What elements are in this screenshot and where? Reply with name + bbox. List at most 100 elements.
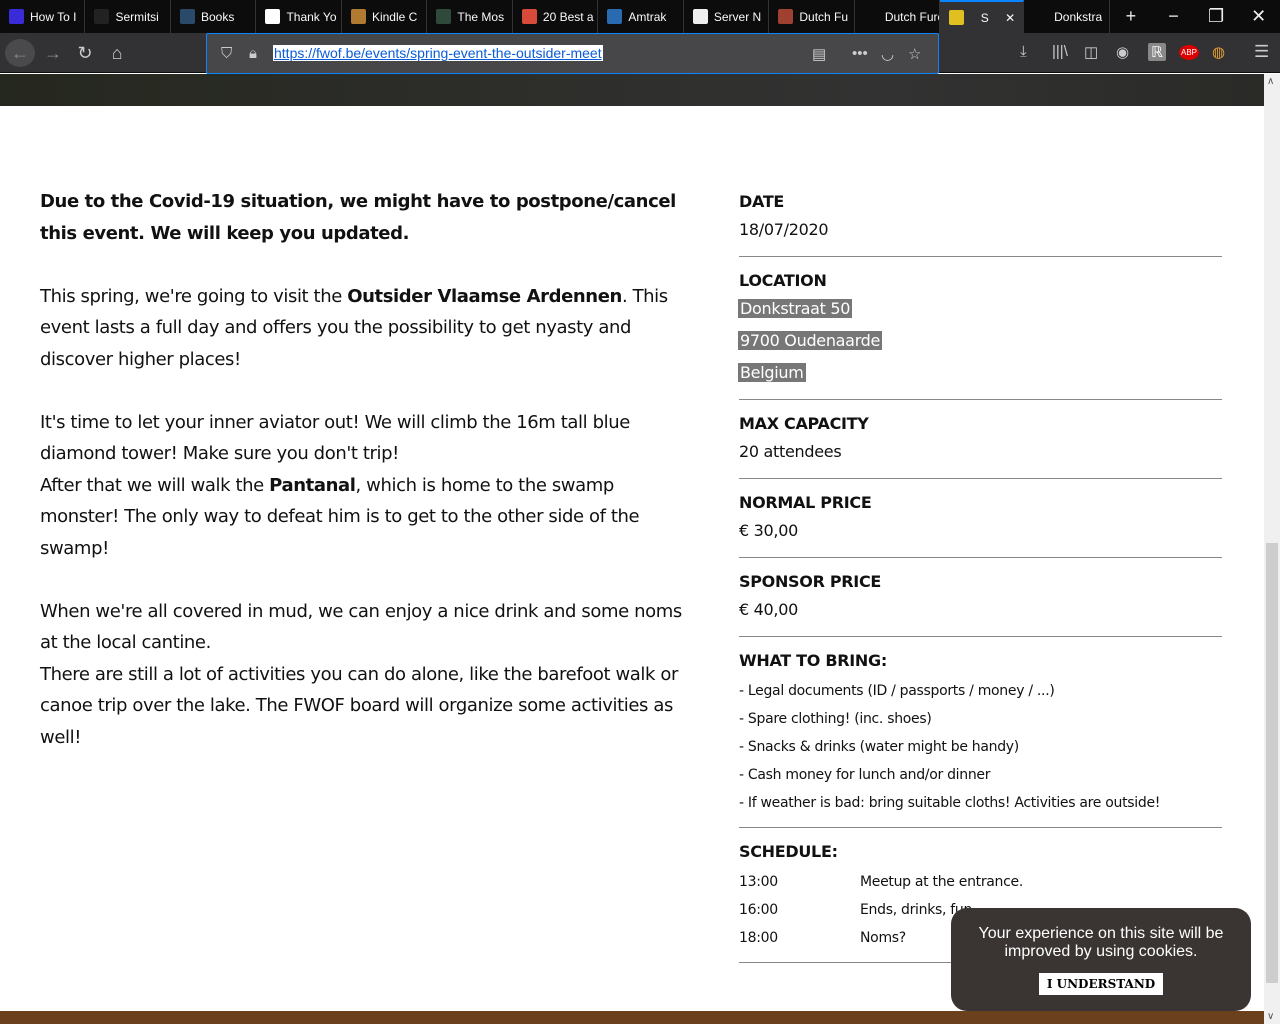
favicon-icon: [350, 9, 366, 24]
favicon-icon: [436, 9, 452, 24]
new-tab-button[interactable]: +: [1125, 6, 1137, 26]
favicon-icon: [265, 9, 281, 24]
schedule-activity: Meetup at the entrance.: [860, 874, 1023, 890]
bookmark-star-icon[interactable]: ☆: [908, 46, 922, 63]
adblock-icon[interactable]: ABP: [1179, 45, 1200, 60]
date-section: DATE 18/07/2020: [739, 190, 1222, 257]
more-icon[interactable]: •••: [852, 45, 868, 62]
favicon-icon: [521, 9, 537, 24]
close-window-button[interactable]: ✕: [1251, 6, 1267, 26]
scroll-down-icon[interactable]: ∨: [1267, 1011, 1275, 1022]
browser-tab[interactable]: Donkstra: [1024, 0, 1110, 33]
globe-extension-icon[interactable]: ◍: [1212, 44, 1226, 61]
tab-label: The Mos: [457, 9, 505, 24]
paragraph: When we're all covered in mud, we can en…: [40, 600, 682, 748]
schedule-row: 13:00 Meetup at the entrance.: [739, 868, 1222, 896]
normal-price-section: NORMAL PRICE € 30,00: [739, 491, 1222, 558]
favicon-icon: [94, 9, 110, 24]
library-icon[interactable]: |||\: [1052, 43, 1068, 60]
cookie-text: Your experience on this site will be imp…: [978, 925, 1224, 960]
bring-item: - Snacks & drinks (water might be handy): [739, 739, 1019, 755]
schedule-activity: Ends, drinks, fun.: [860, 902, 977, 918]
hero-image: [0, 74, 1264, 106]
favicon-icon: [778, 9, 794, 24]
bring-section: WHAT TO BRING: - Legal documents (ID / p…: [739, 649, 1222, 828]
browser-tab[interactable]: Dutch Fu: [769, 0, 855, 33]
tab-label: S: [980, 10, 989, 25]
pocket-icon[interactable]: ◡: [881, 46, 895, 63]
paragraph: It's time to let your inner aviator out!…: [40, 411, 640, 559]
tab-label: Donkstra: [1054, 9, 1103, 24]
restore-button[interactable]: ❐: [1208, 6, 1225, 26]
tab-label: Dutch Furco: [884, 9, 939, 24]
schedule-activity: Noms?: [860, 930, 906, 946]
menu-icon[interactable]: ☰: [1254, 42, 1270, 61]
cookie-banner: Your experience on this site will be imp…: [951, 908, 1251, 1011]
location-section: LOCATION Donkstraat 50 9700 Oudenaarde B…: [738, 269, 1222, 400]
browser-tab[interactable]: Thank Yo: [256, 0, 342, 33]
browser-tab[interactable]: Books: [171, 0, 257, 33]
tab-label: How To I: [30, 9, 77, 24]
browser-tab[interactable]: Server N: [684, 0, 770, 33]
forward-button[interactable]: →: [44, 42, 62, 63]
footer: [0, 1011, 1264, 1024]
browser-tab[interactable]: Kindle C: [342, 0, 428, 33]
extension-icon[interactable]: ℝ: [1148, 43, 1166, 61]
reload-button[interactable]: ↻: [77, 42, 93, 63]
browser-tab[interactable]: S ✕: [940, 0, 1025, 33]
tab-label: Server N: [713, 9, 762, 24]
nav-toolbar: ← → ↻ ⌂ ⛉ 🔒︎ https://fwof.be/events/spri…: [0, 33, 1280, 74]
bring-item: - Cash money for lunch and/or dinner: [739, 767, 991, 783]
close-tab-icon[interactable]: ✕: [1005, 10, 1016, 25]
schedule-row: 16:00 Ends, drinks, fun.: [739, 896, 1222, 924]
account-icon[interactable]: ◉: [1116, 44, 1130, 61]
scrollbar[interactable]: ∧ ∨: [1264, 74, 1280, 1024]
home-button[interactable]: ⌂: [111, 42, 123, 63]
browser-tab[interactable]: Sermitsi: [85, 0, 171, 33]
favicon-icon: [692, 9, 708, 24]
schedule-time: 13:00: [739, 874, 778, 890]
scrollbar-thumb[interactable]: [1266, 543, 1278, 983]
favicon-icon: [1033, 9, 1049, 24]
url-text[interactable]: https://fwof.be/events/spring-event-the-…: [273, 45, 603, 61]
browser-tab[interactable]: The Mos: [427, 0, 513, 33]
lock-icon[interactable]: 🔒︎: [249, 45, 257, 62]
browser-tab[interactable]: Amtrak: [598, 0, 684, 33]
scroll-up-icon[interactable]: ∧: [1267, 76, 1275, 87]
schedule-time: 18:00: [739, 930, 778, 946]
tab-bar: How To I Sermitsi Books Thank Yo Kindle C The…: [0, 0, 1280, 33]
favicon-icon: [949, 10, 965, 25]
tab-label: Books: [200, 9, 235, 24]
favicon-icon: [179, 9, 195, 24]
sponsor-price-section: SPONSOR PRICE € 40,00: [739, 570, 1222, 637]
bring-item: - If weather is bad: bring suitable clot…: [739, 795, 1161, 811]
favicon-icon: [9, 9, 24, 24]
capacity-section: MAX CAPACITY 20 attendees: [739, 412, 1222, 479]
schedule-section: SCHEDULE: 13:00 Meetup at the entrance. 16…: [739, 840, 1222, 963]
url-bar[interactable]: ⛉ 🔒︎ https://fwof.be/events/spring-event…: [206, 33, 939, 74]
covid-notice: Due to the Covid-19 situation, we might …: [40, 191, 676, 244]
download-icon[interactable]: ⤓: [1020, 43, 1027, 60]
tab-label: Sermitsi: [115, 9, 159, 24]
event-description: Due to the Covid-19 situation, we might …: [40, 186, 690, 785]
browser-tab[interactable]: How To I: [0, 0, 86, 33]
reader-view-icon[interactable]: ▤: [812, 46, 827, 63]
tab-label: Thank Yo: [286, 9, 337, 24]
paragraph: This spring, we're going to visit the Ou…: [40, 285, 668, 370]
favicon-icon: [607, 9, 623, 24]
cookie-accept-button[interactable]: I UNDERSTAND: [1038, 973, 1164, 995]
minimize-button[interactable]: −: [1168, 6, 1179, 26]
tab-label: Kindle C: [371, 9, 418, 24]
tab-label: 20 Best a: [542, 9, 594, 24]
back-button[interactable]: ←: [5, 39, 35, 67]
tab-label: Amtrak: [628, 9, 667, 24]
bring-item: - Legal documents (ID / passports / mone…: [739, 683, 1055, 699]
event-details: DATE 18/07/2020 LOCATION Donkstraat 50 97…: [738, 190, 1222, 975]
schedule-time: 16:00: [739, 902, 778, 918]
browser-tab[interactable]: 20 Best a: [513, 0, 599, 33]
shield-icon[interactable]: ⛉: [221, 45, 233, 62]
tab-label: Dutch Fu: [799, 9, 849, 24]
browser-tab[interactable]: Dutch Furco: [855, 0, 941, 33]
sidebar-icon[interactable]: ◫: [1084, 44, 1099, 61]
schedule-row: 18:00 Noms?: [739, 924, 1222, 952]
